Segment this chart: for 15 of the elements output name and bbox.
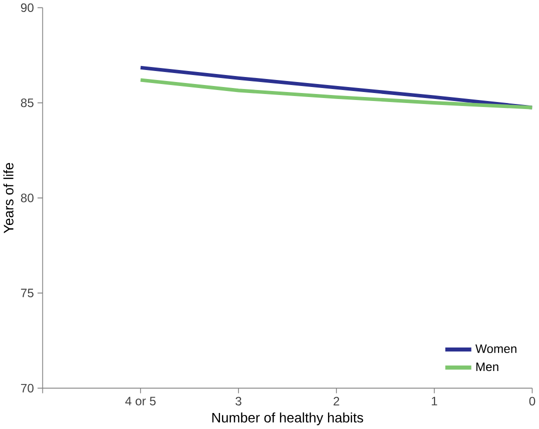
y-tick-label: 75 [21, 288, 34, 298]
y-tick-label: 85 [20, 98, 34, 108]
legend-label: Men [476, 362, 498, 372]
x-tick-label: 0 [529, 397, 536, 406]
x-tick-label: 2 [334, 397, 340, 406]
line-series [138, 78, 532, 110]
x-tick-label: 3 [236, 397, 242, 406]
y-axis-title: Years of life [3, 163, 14, 234]
y-tick-label: 80 [20, 194, 34, 202]
legend-label: Women [475, 344, 516, 354]
y-tick-label: 70 [21, 384, 34, 393]
x-axis-title: Number of healthy habits [212, 412, 364, 426]
x-tick-label: 4 or 5 [125, 397, 156, 406]
x-tick-label: 1 [432, 397, 438, 406]
y-tick-label: 90 [21, 4, 34, 12]
